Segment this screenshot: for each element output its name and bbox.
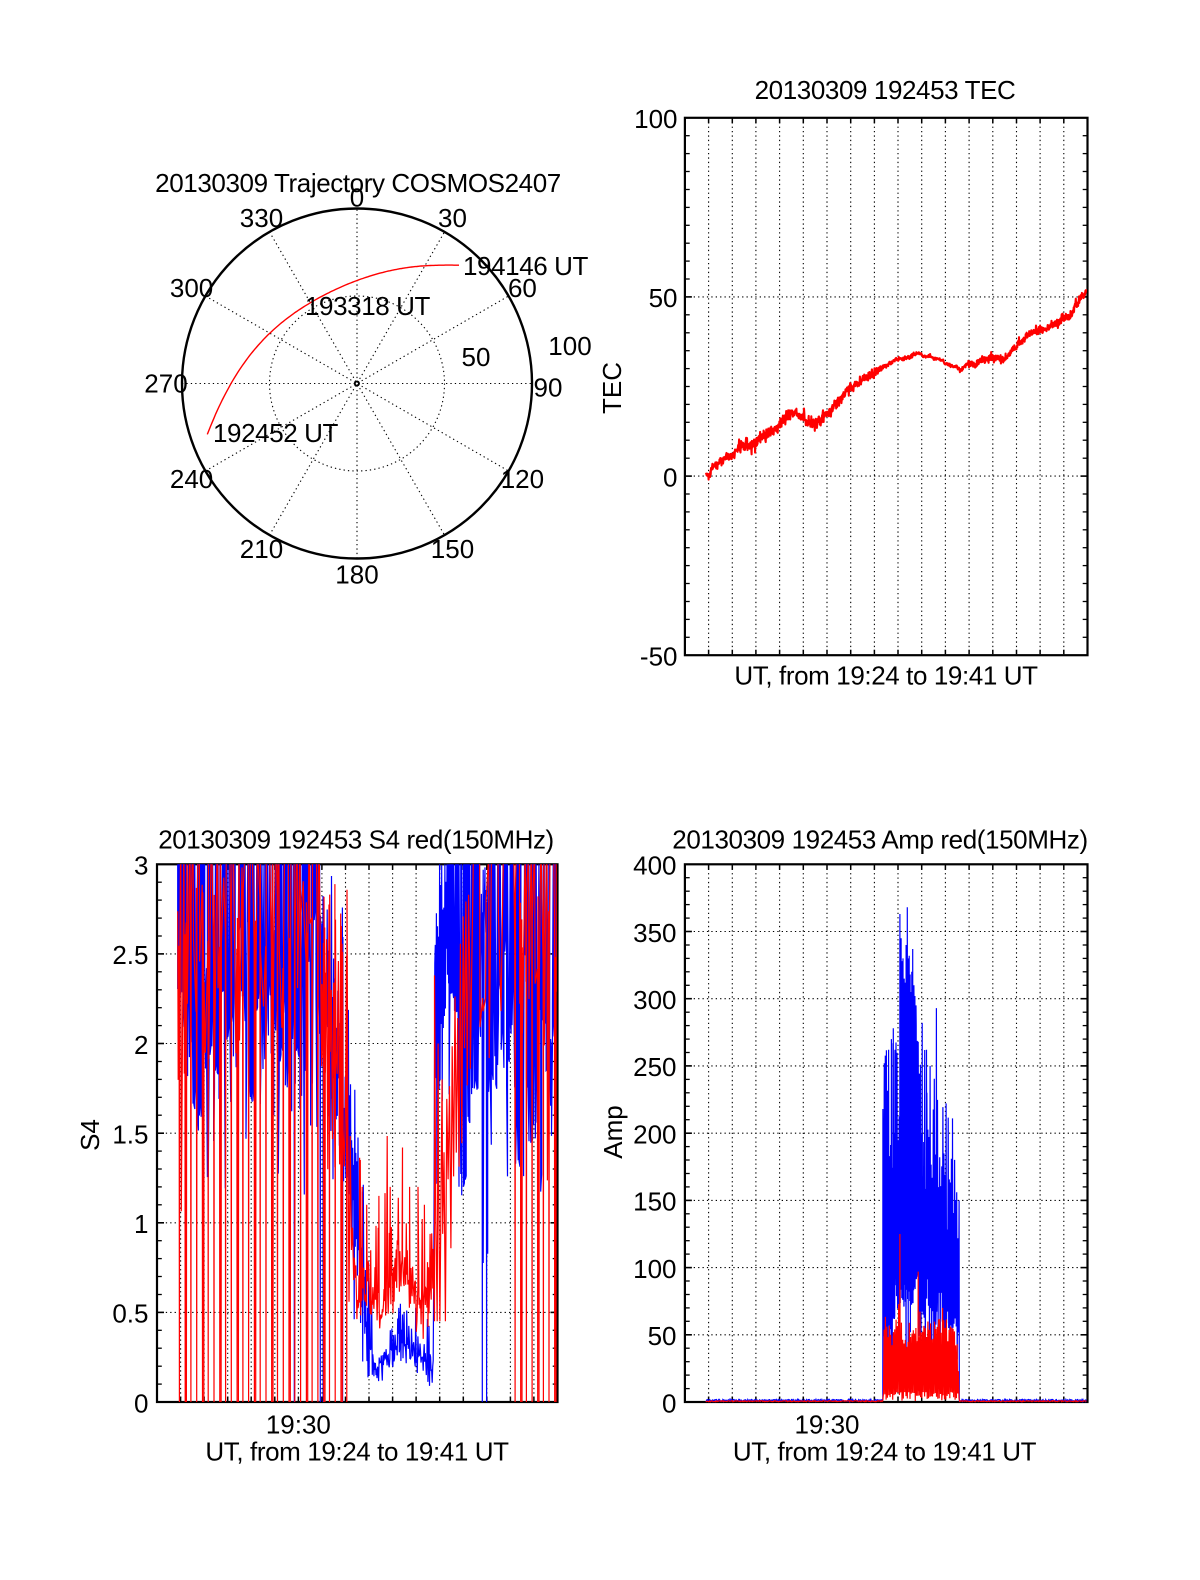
- svg-text:20130309 192453 Amp red(150MHz: 20130309 192453 Amp red(150MHz): [672, 825, 1087, 855]
- svg-text:20130309 Trajectory COSMOS2407: 20130309 Trajectory COSMOS2407: [155, 168, 561, 198]
- svg-text:300: 300: [633, 985, 676, 1015]
- svg-text:UT, from 19:24 to 19:41 UT: UT, from 19:24 to 19:41 UT: [205, 1437, 509, 1467]
- svg-text:240: 240: [170, 464, 213, 494]
- svg-text:194146 UT: 194146 UT: [463, 251, 589, 281]
- svg-text:2: 2: [134, 1030, 148, 1060]
- svg-text:2.5: 2.5: [112, 940, 148, 970]
- svg-text:S4: S4: [75, 1119, 105, 1151]
- svg-text:60: 60: [508, 273, 537, 303]
- svg-text:300: 300: [170, 273, 213, 303]
- svg-text:180: 180: [335, 560, 378, 590]
- svg-text:1.5: 1.5: [112, 1119, 148, 1149]
- svg-text:210: 210: [240, 534, 283, 564]
- svg-text:330: 330: [240, 203, 283, 233]
- svg-text:30: 30: [438, 203, 467, 233]
- svg-text:0: 0: [662, 1388, 676, 1418]
- svg-text:-50: -50: [640, 642, 678, 672]
- svg-text:250: 250: [633, 1052, 676, 1082]
- svg-text:0: 0: [134, 1388, 148, 1418]
- svg-text:0: 0: [350, 183, 364, 213]
- svg-text:0.5: 0.5: [112, 1299, 148, 1329]
- svg-text:100: 100: [548, 331, 591, 361]
- svg-text:193318 UT: 193318 UT: [305, 291, 431, 321]
- svg-text:3: 3: [134, 851, 148, 881]
- svg-text:120: 120: [501, 464, 544, 494]
- svg-text:50: 50: [462, 342, 491, 372]
- svg-text:100: 100: [634, 104, 677, 134]
- svg-text:192452 UT: 192452 UT: [213, 418, 339, 448]
- svg-text:0: 0: [663, 462, 677, 492]
- svg-text:UT, from 19:24 to 19:41 UT: UT, from 19:24 to 19:41 UT: [733, 1437, 1037, 1467]
- svg-text:400: 400: [633, 851, 676, 881]
- svg-text:150: 150: [633, 1187, 676, 1217]
- svg-text:19:30: 19:30: [794, 1410, 859, 1440]
- svg-text:50: 50: [649, 283, 678, 313]
- svg-text:100: 100: [633, 1254, 676, 1284]
- svg-text:TEC: TEC: [597, 362, 627, 414]
- svg-text:350: 350: [633, 918, 676, 948]
- svg-text:150: 150: [431, 534, 474, 564]
- svg-text:19:30: 19:30: [266, 1410, 331, 1440]
- svg-text:20130309 192453 S4 red(150MHz): 20130309 192453 S4 red(150MHz): [158, 825, 554, 855]
- svg-text:200: 200: [633, 1119, 676, 1149]
- svg-text:20130309 192453 TEC: 20130309 192453 TEC: [755, 75, 1016, 105]
- svg-text:UT, from 19:24 to 19:41 UT: UT, from 19:24 to 19:41 UT: [734, 661, 1038, 691]
- svg-text:50: 50: [648, 1321, 677, 1351]
- svg-text:1: 1: [134, 1209, 148, 1239]
- svg-text:Amp: Amp: [598, 1105, 628, 1158]
- svg-text:270: 270: [144, 369, 187, 399]
- svg-text:90: 90: [534, 373, 563, 403]
